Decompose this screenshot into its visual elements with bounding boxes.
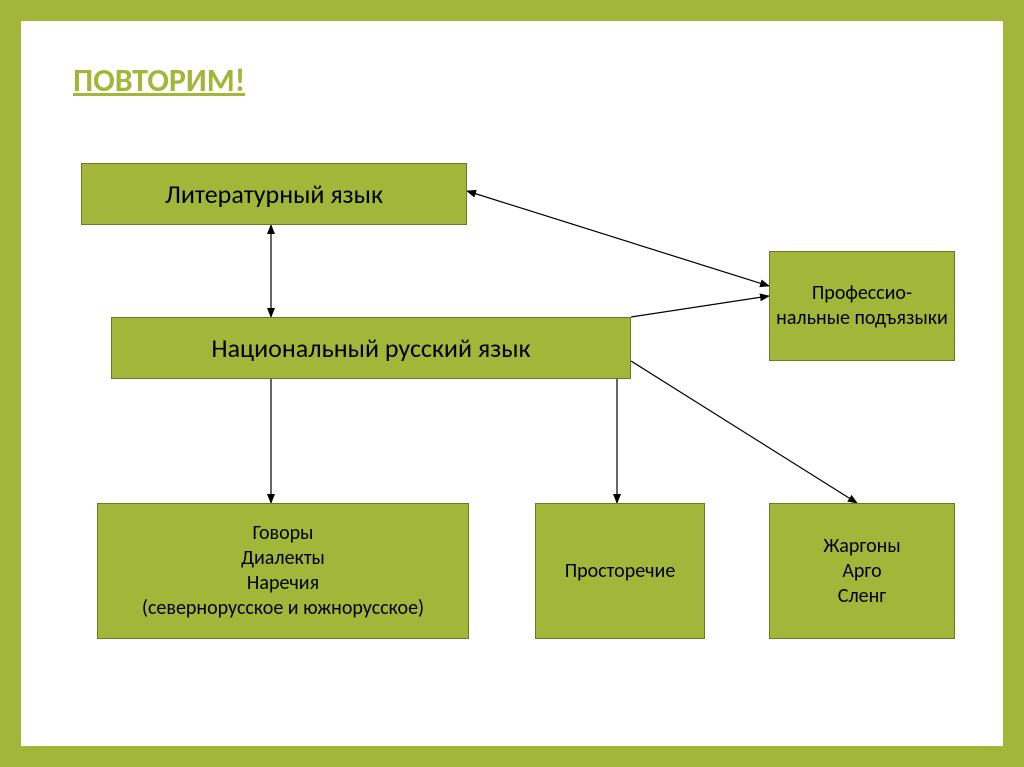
label-professional: Профессио-нальные подъязыки (776, 281, 948, 331)
label-national: Национальный русский язык (211, 332, 530, 365)
box-literary-language: Литературный язык (81, 163, 467, 225)
box-vernacular: Просторечие (535, 503, 705, 639)
box-professional-sublanguages: Профессио-нальные подъязыки (769, 251, 955, 361)
label-jargon: ЖаргоныАргоСленг (823, 534, 900, 609)
box-jargon: ЖаргоныАргоСленг (769, 503, 955, 639)
label-dialects: ГоворыДиалектыНаречия(севернорусское и ю… (142, 521, 424, 621)
slide-title: ПОВТОРИМ! (73, 61, 245, 100)
slide-frame: ПОВТОРИМ! Литературный язык Национальный… (20, 20, 1004, 747)
box-national-language: Национальный русский язык (111, 317, 631, 379)
label-vernacular: Просторечие (565, 559, 676, 584)
box-dialects: ГоворыДиалектыНаречия(севернорусское и ю… (97, 503, 469, 639)
label-literary: Литературный язык (165, 178, 383, 211)
